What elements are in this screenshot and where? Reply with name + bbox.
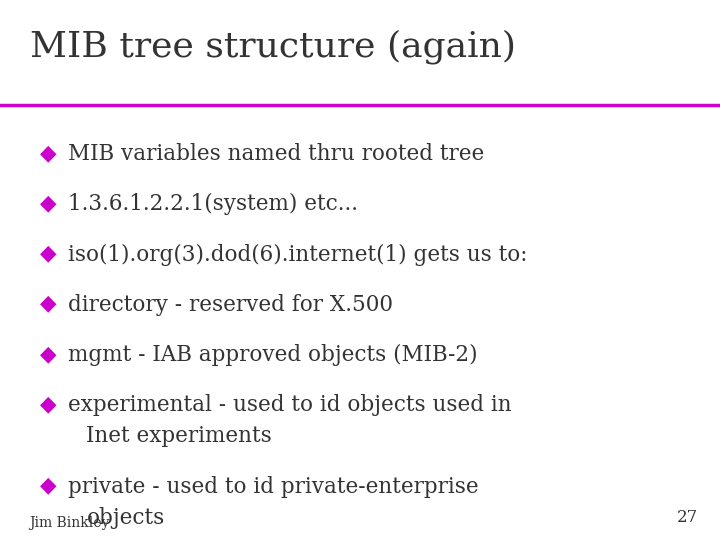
Text: ◆: ◆ [40, 244, 56, 264]
Text: ◆: ◆ [40, 344, 56, 364]
Text: directory - reserved for X.500: directory - reserved for X.500 [68, 294, 393, 316]
Text: MIB variables named thru rooted tree: MIB variables named thru rooted tree [68, 143, 485, 165]
Text: private - used to id private-enterprise: private - used to id private-enterprise [68, 476, 479, 497]
Text: 27: 27 [677, 510, 698, 526]
Text: ◆: ◆ [40, 394, 56, 414]
Text: ◆: ◆ [40, 143, 56, 163]
Text: ◆: ◆ [40, 193, 56, 213]
Text: Inet experiments: Inet experiments [86, 426, 272, 447]
Text: objects: objects [86, 507, 165, 529]
Text: experimental - used to id objects used in: experimental - used to id objects used i… [68, 394, 512, 416]
Text: mgmt - IAB approved objects (MIB-2): mgmt - IAB approved objects (MIB-2) [68, 344, 478, 366]
Text: Jim Binkley: Jim Binkley [29, 516, 109, 530]
Text: iso(1).org(3).dod(6).internet(1) gets us to:: iso(1).org(3).dod(6).internet(1) gets us… [68, 244, 528, 266]
Text: ◆: ◆ [40, 476, 56, 496]
Text: MIB tree structure (again): MIB tree structure (again) [30, 30, 516, 64]
Text: ◆: ◆ [40, 294, 56, 314]
Text: 1.3.6.1.2.2.1(system) etc...: 1.3.6.1.2.2.1(system) etc... [68, 193, 359, 215]
